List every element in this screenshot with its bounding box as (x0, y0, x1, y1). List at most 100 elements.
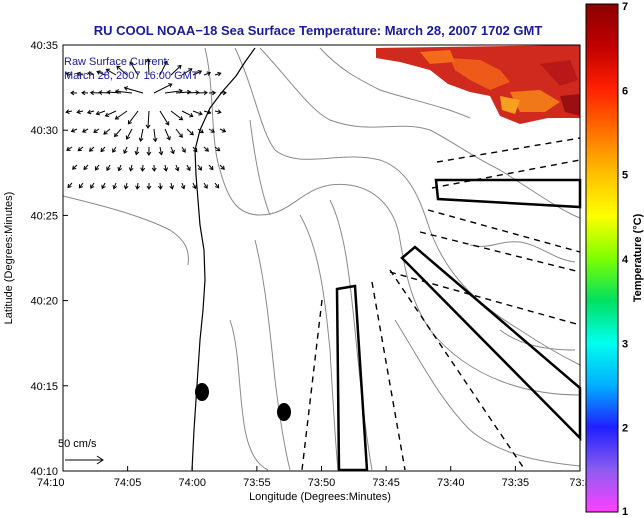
current-vector (135, 146, 139, 155)
current-vector-head (127, 120, 132, 125)
x-tick-label: 74:05 (114, 477, 142, 489)
current-vector-head (78, 184, 83, 189)
current-vector (170, 182, 173, 189)
current-vector-head (123, 86, 129, 91)
current-timestamp: March 28, 2007 16:00 GMT (64, 70, 199, 82)
current-vector-head (207, 109, 212, 115)
x-tick-label: 73:50 (308, 477, 336, 489)
current-vector (219, 164, 225, 170)
x-tick-label: 73:35 (502, 477, 530, 489)
radar-radials (301, 137, 581, 471)
current-vector (203, 182, 208, 189)
current-vector-head (209, 165, 214, 171)
current-vector (124, 182, 128, 189)
station-marker-1 (195, 383, 209, 401)
current-vector-head (178, 133, 183, 138)
colorbar-tick-label: 5 (622, 170, 628, 182)
current-vector-head (210, 128, 215, 133)
current-vector-head (86, 109, 92, 115)
current-vector-head (217, 109, 222, 115)
y-tick-label: 40:20 (30, 296, 58, 308)
current-vector-head (221, 128, 227, 133)
x-tick-label: 73:40 (437, 477, 465, 489)
current-vector (77, 72, 84, 76)
current-vector-head (98, 90, 103, 96)
scale-arrow (65, 455, 104, 465)
current-vector (181, 68, 193, 76)
current-vector-head (83, 165, 88, 171)
current-vector-head (146, 185, 152, 190)
current-vector (141, 164, 144, 172)
shoreline-inlet (62, 195, 189, 266)
current-vector (71, 128, 78, 132)
colorbar-tick-label: 7 (622, 1, 628, 13)
current-vector (203, 110, 211, 114)
x-tick-label: 73:45 (372, 477, 400, 489)
current-vector (96, 110, 106, 115)
current-vector (93, 128, 100, 133)
current-vector (197, 128, 204, 134)
scale-label: 50 cm/s (58, 438, 97, 450)
current-vector (118, 164, 122, 171)
y-tick-label: 40:30 (30, 125, 58, 137)
current-vector-head (145, 58, 151, 63)
current-vector (129, 61, 139, 76)
current-vector-head (123, 149, 128, 155)
current-vector (214, 72, 221, 76)
current-vector (105, 110, 117, 117)
current-vector-head (168, 83, 173, 88)
current-vector (186, 164, 191, 171)
current-vector (214, 182, 219, 189)
current-vector-head (189, 131, 194, 136)
current-vector-head (100, 147, 105, 153)
current-vector-head (66, 146, 71, 151)
colorbar-tick-label: 6 (622, 85, 628, 97)
current-vector (115, 90, 133, 94)
current-vector-head (88, 147, 94, 152)
current-vector (159, 60, 168, 76)
current-vector-head (217, 71, 222, 77)
figure-title: RU COOL NOAA−18 Sea Surface Temperature:… (94, 23, 543, 38)
current-vector (214, 110, 221, 113)
current-vector-head (197, 166, 202, 171)
current-vector-head (222, 90, 227, 96)
current-vector (192, 146, 198, 152)
current-vector-head (204, 147, 209, 152)
current-vector (181, 110, 194, 117)
current-vector (136, 182, 139, 190)
current-vector (181, 182, 185, 189)
current-label: Raw Surface Current: (64, 56, 170, 68)
current-vector-head (134, 150, 140, 156)
current-vector (106, 164, 111, 171)
current-vector-head (76, 109, 81, 115)
current-vector-head (128, 167, 134, 172)
x-tick-label: 73:55 (243, 477, 271, 489)
y-axis-label: Latitude (Degrees:Minutes) (3, 192, 15, 325)
current-vector-head (169, 185, 175, 190)
current-vector (175, 128, 183, 138)
current-vector-head (112, 184, 118, 190)
current-vector-head (146, 151, 152, 156)
beam-south (335, 284, 369, 472)
x-tick-label: 74:00 (178, 477, 206, 489)
current-vector-head (94, 166, 100, 171)
x-axis-label: Longitude (Degrees:Minutes) (249, 491, 391, 503)
current-vector (101, 182, 106, 189)
current-vector (89, 146, 95, 152)
colorbar (585, 3, 619, 513)
map-area: 50 cm/s Raw Surface Current: March 28, 2… (58, 44, 582, 472)
current-vector-head (165, 121, 170, 126)
current-vector (147, 59, 150, 76)
current-vector (103, 128, 111, 135)
current-vector-head (174, 167, 180, 172)
current-vector-head (166, 136, 171, 141)
current-vector-head (203, 184, 208, 189)
station-marker-2 (277, 403, 291, 421)
current-vector (77, 146, 84, 152)
current-vector (181, 146, 186, 153)
colorbar-tick-label: 3 (622, 338, 628, 350)
current-vector (87, 110, 95, 114)
coastline (191, 47, 256, 471)
colorbar-tick-label: 4 (622, 254, 629, 266)
current-vector (83, 164, 89, 170)
